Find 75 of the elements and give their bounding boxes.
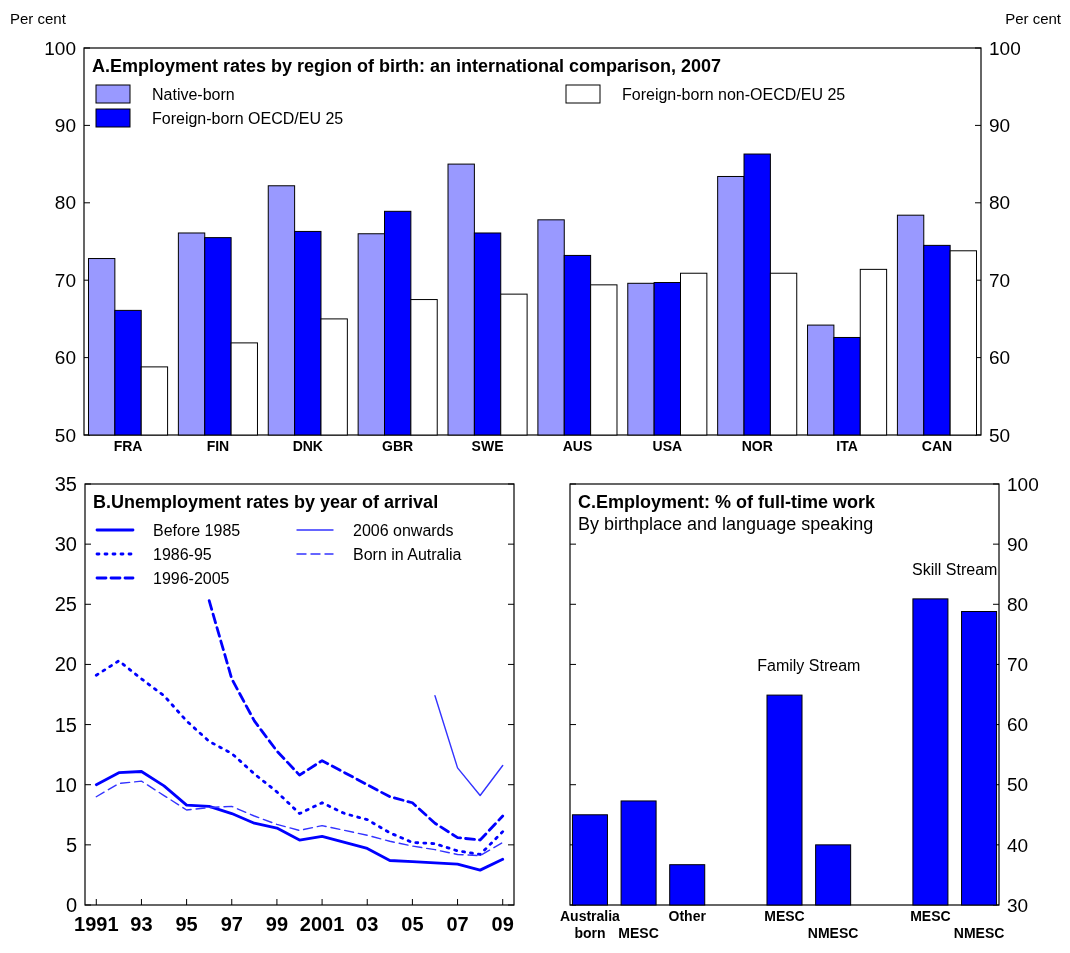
y-tick-label: 60	[54, 347, 76, 369]
y2-tick-label: 100	[989, 37, 1021, 59]
x-tick-label: 97	[220, 913, 243, 935]
y2-tick-label: 50	[1007, 774, 1029, 796]
y-tick-label: 80	[54, 192, 76, 214]
x-tick-label: NMESC	[807, 925, 859, 941]
y2-tick-label: 70	[989, 269, 1011, 291]
x-tick-label: 2001	[299, 913, 345, 935]
y-tick-label: 10	[54, 773, 77, 796]
annotation: Skill Stream	[912, 560, 998, 578]
y2-tick-label: 50	[989, 424, 1011, 446]
x-tick-label: 93	[130, 913, 153, 935]
text: By birthplace and language speaking	[578, 514, 874, 534]
y-tick-label: 30	[54, 533, 77, 556]
y-tick-label: 70	[54, 269, 76, 291]
line-series	[207, 599, 505, 842]
line-series	[95, 780, 504, 857]
y-tick-label: 90	[54, 115, 76, 137]
y2-tick-label: 80	[989, 192, 1011, 214]
x-tick-label: 09	[491, 913, 514, 935]
y2-tick-label: 40	[1007, 834, 1029, 856]
y2-tick-label: 60	[989, 347, 1011, 369]
x-tick-label: ITA	[836, 438, 858, 454]
y-tick-label: 50	[54, 424, 76, 446]
legend-label: Born in Autralia	[353, 545, 462, 563]
legend-label: Native-born	[152, 85, 235, 103]
y-axis-title: Per cent	[10, 10, 67, 27]
y-tick-label: 100	[44, 37, 76, 59]
y-tick-label: 0	[65, 894, 77, 916]
x-tick-label: 95	[175, 913, 198, 935]
y-tick-label: 20	[54, 653, 77, 676]
x-tick-label: MESC	[910, 908, 951, 924]
x-tick-label: AUS	[562, 438, 593, 454]
y2-tick-label: 30	[1007, 894, 1029, 916]
legend-label: 1996-2005	[153, 569, 230, 587]
line-series	[434, 695, 504, 797]
legend-label: Before 1985	[153, 521, 241, 539]
y2-tick-label: 90	[989, 115, 1011, 137]
x-tick-label: MESC	[618, 925, 659, 941]
y2-tick-label: 80	[1007, 593, 1029, 615]
x-tick-label: NMESC	[953, 925, 1005, 941]
y2-tick-label: 60	[1007, 714, 1029, 736]
x-tick-label: 99	[265, 913, 289, 935]
x-tick-label: NOR	[741, 438, 773, 454]
chart-title: A.Employment rates by region of birth: an international comparison, 2007	[92, 56, 722, 76]
line-series	[94, 659, 505, 856]
x-tick-label: FRA	[113, 438, 143, 454]
y2-axis-title: Per cent	[1005, 10, 1062, 27]
y2-tick-label: 100	[1007, 473, 1039, 495]
x-tick-label: 05	[401, 913, 424, 935]
legend-label: Foreign-born OECD/EU 25	[152, 109, 344, 127]
x-tick-label: MESC	[764, 908, 805, 924]
x-tick-label: FIN	[206, 438, 230, 454]
x-tick-label: DNK	[292, 438, 323, 454]
y-tick-label: 35	[54, 473, 77, 495]
y2-tick-label: 70	[1007, 654, 1029, 676]
x-tick-label: GBR	[382, 438, 414, 454]
legend-label: 2006 onwards	[353, 521, 454, 539]
y-tick-label: 25	[54, 593, 77, 616]
annotation: Family Stream	[757, 657, 861, 675]
x-tick-label: 07	[446, 913, 469, 935]
chart-title: B.Unemployment rates by year of arrival	[93, 492, 439, 512]
y-tick-label: 15	[54, 713, 77, 736]
chart-title: C.Employment: % of full-time work	[578, 492, 877, 512]
legend-label: Foreign-born non-OECD/EU 25	[622, 85, 846, 103]
legend-label: 1986-95	[153, 545, 212, 563]
x-tick-label: Other	[668, 908, 707, 924]
y2-tick-label: 90	[1007, 533, 1029, 555]
x-tick-label: SWE	[471, 438, 504, 454]
line-series	[94, 770, 505, 872]
x-tick-label: 03	[356, 913, 379, 935]
y-tick-label: 5	[65, 833, 77, 856]
x-tick-label: USA	[652, 438, 683, 454]
x-tick-label: 1991	[74, 913, 119, 935]
x-tick-label: CAN	[921, 438, 953, 454]
